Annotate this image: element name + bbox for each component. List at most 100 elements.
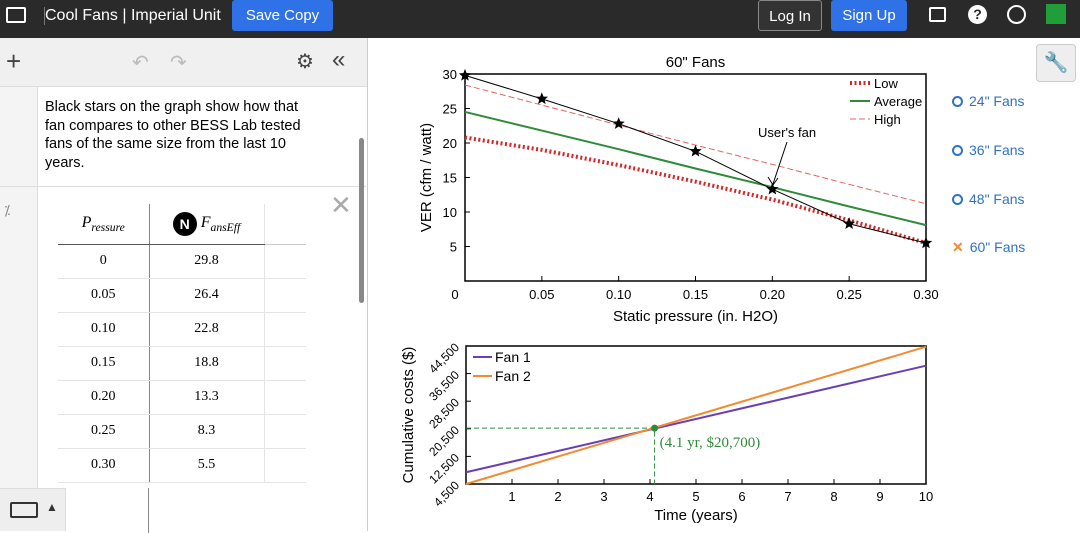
table-row: 0.10 22.8: [58, 312, 306, 347]
empty-cell[interactable]: [264, 380, 306, 415]
settings-gear-icon[interactable]: ⚙: [296, 51, 314, 73]
language-globe-icon[interactable]: [1007, 5, 1026, 24]
x-tick-label: 0.05: [529, 287, 554, 302]
table-item[interactable]: ⁒ ✕ Pressure N FansEff 0 29.8 0.05 26.4 0.10 2…: [0, 188, 366, 533]
empty-cell[interactable]: [264, 346, 306, 381]
arrow-head: [767, 176, 779, 186]
keyboard-toggle[interactable]: ▲: [0, 488, 66, 531]
series-style-icon[interactable]: N: [172, 211, 197, 236]
option-24-fans[interactable]: 24" Fans: [952, 93, 1025, 109]
fans-eff-cell[interactable]: 29.8: [149, 244, 265, 279]
x-tick-label: 0.10: [606, 287, 631, 302]
expression-toolbar: + ↶ ↷ ⚙ «: [0, 38, 367, 87]
empty-cell[interactable]: [264, 312, 306, 347]
column-header-pressure[interactable]: Pressure: [58, 204, 150, 245]
collapse-panel-icon[interactable]: «: [332, 46, 346, 73]
y-tick-label: 5: [450, 240, 457, 255]
x-tick-label: 5: [692, 489, 699, 504]
table-regression-icon: ⁒: [4, 202, 11, 218]
column-header-fans-eff[interactable]: N FansEff: [149, 204, 265, 245]
table-row: 0 29.8: [58, 244, 306, 279]
y-axis-label: Cumulative costs ($): [400, 347, 417, 484]
caret-up-icon: ▲: [46, 500, 58, 514]
intersection-point: [651, 424, 659, 432]
data-table: Pressure N FansEff 0 29.8 0.05 26.4 0.10 22.8 0…: [58, 204, 306, 483]
legend-label-fan-1: Fan 1: [495, 349, 531, 365]
x-axis-label: Static pressure (in. H2O): [613, 308, 778, 325]
series-low: [464, 135, 927, 245]
empty-cell[interactable]: [264, 414, 306, 449]
scrollbar[interactable]: [359, 138, 364, 303]
pressure-cell[interactable]: 0.15: [58, 346, 150, 381]
y-tick-label: 20: [443, 136, 457, 151]
sign-up-button[interactable]: Sign Up: [831, 0, 907, 31]
x-tick-label: 0.20: [760, 287, 785, 302]
help-icon[interactable]: ?: [968, 5, 987, 24]
note-item[interactable]: Black stars on the graph show how that f…: [0, 87, 366, 187]
plot-frame: [464, 73, 927, 282]
x-tick-label: 7: [784, 489, 791, 504]
series-fan-1: [465, 364, 927, 474]
star-marker: [458, 68, 472, 81]
redo-icon[interactable]: ↷: [170, 52, 187, 74]
empty-cell[interactable]: [264, 448, 306, 483]
x-tick-label: 0.30: [913, 287, 938, 302]
x-tick-label: 10: [919, 489, 933, 504]
y-tick-label: 12,500: [426, 450, 462, 486]
delete-item-icon[interactable]: ✕: [330, 190, 352, 220]
folder-icon[interactable]: [6, 7, 26, 23]
table-row: 0.15 18.8: [58, 346, 306, 381]
y-tick-label: 10: [443, 205, 457, 220]
star-marker: [612, 117, 625, 129]
expression-gutter: [0, 87, 38, 531]
option-36-fans[interactable]: 36" Fans: [952, 142, 1025, 158]
table-end-line: [148, 488, 149, 533]
empty-cell[interactable]: [264, 278, 306, 313]
y-tick-label: 15: [443, 171, 457, 186]
table-row: 0.05 26.4: [58, 278, 306, 313]
pressure-cell[interactable]: 0.25: [58, 414, 150, 449]
x-tick-label: 8: [830, 489, 837, 504]
pressure-cell[interactable]: 0.30: [58, 448, 150, 483]
fans-eff-cell[interactable]: 8.3: [149, 414, 265, 449]
pressure-cell[interactable]: 0.20: [58, 380, 150, 415]
y-tick-label: 4,500: [431, 478, 462, 509]
intersection-guides: [466, 427, 656, 484]
log-in-button[interactable]: Log In: [758, 0, 822, 31]
add-item-icon[interactable]: +: [6, 46, 22, 76]
star-marker: [919, 236, 933, 249]
table-row: 0.30 5.5: [58, 448, 306, 483]
pressure-cell[interactable]: 0.05: [58, 278, 150, 313]
x-axis-label: Time (years): [654, 507, 738, 524]
pressure-cell[interactable]: 0: [58, 244, 150, 279]
graph-settings-button[interactable]: 🔧: [1036, 44, 1076, 82]
annotation-arrow: [772, 141, 788, 185]
option-48-fans[interactable]: 48" Fans: [952, 191, 1025, 207]
x-tick-label: 3: [600, 489, 607, 504]
fans-eff-cell[interactable]: 18.8: [149, 346, 265, 381]
fans-eff-cell[interactable]: 13.3: [149, 380, 265, 415]
x-tick-label: 6: [738, 489, 745, 504]
chart-title: 60" Fans: [666, 54, 726, 71]
series-average: [464, 110, 927, 227]
expression-panel: + ↶ ↷ ⚙ « Black stars on the graph show …: [0, 38, 368, 533]
star-marker: [689, 144, 702, 157]
empty-cell[interactable]: [264, 244, 306, 279]
y-tick-label: 44,500: [426, 340, 462, 376]
fans-eff-cell[interactable]: 22.8: [149, 312, 265, 347]
desmos-logo-icon[interactable]: [1046, 4, 1066, 24]
pressure-cell[interactable]: 0.10: [58, 312, 150, 347]
save-copy-button[interactable]: Save Copy: [232, 0, 333, 31]
plot-frame: [465, 345, 927, 485]
note-text: Black stars on the graph show how that f…: [45, 99, 301, 171]
fans-eff-cell[interactable]: 26.4: [149, 278, 265, 313]
y-axis-label: VER (cfm / watt): [418, 123, 435, 232]
option-60-fans[interactable]: ✕ 60" Fans: [952, 239, 1026, 255]
legend-label-high: High: [874, 112, 901, 127]
y-tick-label: 25: [443, 102, 457, 117]
wrench-lock-icon: 🔧: [1043, 52, 1069, 74]
fans-eff-cell[interactable]: 5.5: [149, 448, 265, 483]
share-icon[interactable]: [929, 7, 946, 22]
user-fan-annotation: User's fan: [758, 125, 816, 140]
undo-icon[interactable]: ↶: [132, 52, 149, 74]
